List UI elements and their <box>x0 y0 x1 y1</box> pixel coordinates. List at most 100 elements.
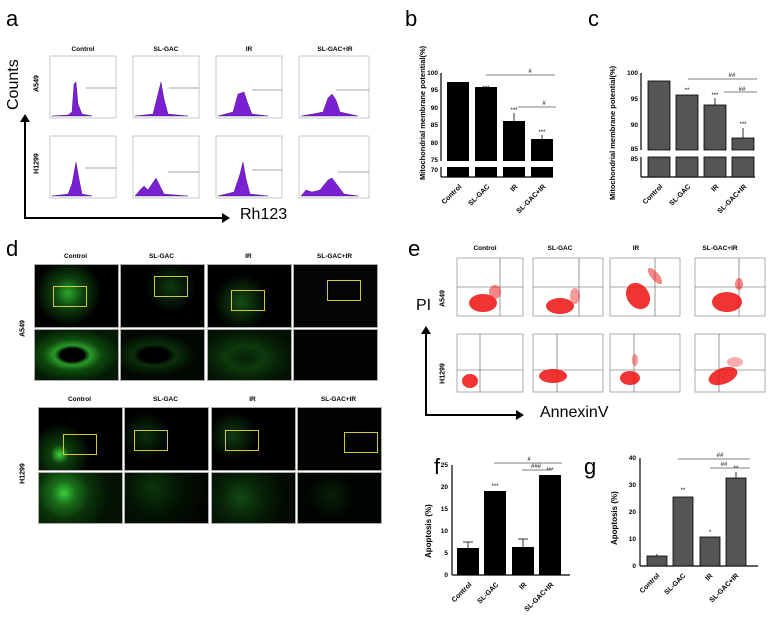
d-title-ir-h1299: IR <box>249 396 256 403</box>
zoom-box <box>231 290 265 311</box>
svg-text:#: # <box>542 101 546 107</box>
svg-text:***: *** <box>739 122 747 128</box>
counts-arrow-icon <box>20 114 30 122</box>
f-xtick-slgac: SL-GAC <box>476 581 500 605</box>
col-title-control: Control <box>71 46 95 53</box>
svg-text:***: *** <box>711 93 719 99</box>
micrograph-h1299-control-zoom <box>38 472 123 524</box>
svg-text:**: ** <box>685 88 690 94</box>
zoom-box <box>344 432 378 453</box>
svg-text:#: # <box>528 69 532 75</box>
svg-text:100: 100 <box>427 70 438 77</box>
svg-text:###: ### <box>531 464 542 470</box>
micrograph-a549-control-zoom <box>34 329 119 381</box>
svg-text:0: 0 <box>444 572 448 579</box>
g-xtick-ir: IR <box>705 572 715 582</box>
e-title-control: Control <box>473 245 497 252</box>
micrograph-h1299-slgac-zoom <box>124 472 209 524</box>
g-xtick-control: Control <box>639 572 662 595</box>
svg-text:##: ## <box>739 87 746 93</box>
micrograph-h1299-slgacir <box>297 407 382 471</box>
svg-text:30: 30 <box>629 482 637 489</box>
d-row-h1299: H1299 <box>19 463 27 484</box>
panel-b-label: b <box>405 6 418 31</box>
panel-c-label: c <box>588 6 599 31</box>
svg-text:85: 85 <box>631 156 639 163</box>
zoom-box <box>225 430 259 451</box>
svg-text:80: 80 <box>431 140 439 147</box>
d-row-a549: A549 <box>19 320 27 337</box>
pi-label: PI <box>416 297 432 314</box>
svg-text:70: 70 <box>431 167 439 174</box>
rh123-arrow-icon <box>222 213 230 223</box>
svg-text:100: 100 <box>627 70 638 77</box>
pi-axis-line <box>425 332 427 414</box>
svg-text:**: ** <box>681 488 686 494</box>
pi-arrow-icon <box>421 326 431 334</box>
svg-text:##: ## <box>721 462 728 468</box>
panel-a-label: a <box>6 6 19 31</box>
svg-text:15: 15 <box>441 506 449 513</box>
d-title-slgac-h1299: SL-GAC <box>153 396 178 403</box>
panel-e-label: e <box>408 236 421 261</box>
e-title-slgac-ir: SL-GAC+IR <box>702 245 738 252</box>
d-title-slgac-ir-h1299: SL-GAC+IR <box>320 396 357 403</box>
micrograph-a549-slgacir-zoom <box>293 329 378 381</box>
micrograph-h1299-slgacir-zoom <box>297 472 382 524</box>
f-xtick-control: Control <box>451 581 474 604</box>
annexin-axis-line <box>425 414 517 416</box>
row-label-a549: A549 <box>33 75 41 92</box>
chart-c-ylabel: Mitochondrial membrane potential(%) <box>608 65 617 200</box>
c-xtick-slgac: SL-GAC <box>668 183 692 207</box>
d-title-slgac-ir-a549: SL-GAC+IR <box>316 253 353 260</box>
col-title-ir: IR <box>245 46 253 53</box>
panel-d-label: d <box>6 236 19 261</box>
row-label-h1299: H1299 <box>33 153 41 174</box>
svg-text:***: *** <box>538 130 546 136</box>
b-xtick-control: Control <box>441 183 464 206</box>
counts-axis-line <box>24 120 26 218</box>
rh123-histograms <box>49 55 370 199</box>
panel-g-label: g <box>584 454 597 479</box>
col-title-slgac-ir: SL-GAC+IR <box>317 46 353 53</box>
rh123-label: Rh123 <box>240 206 288 223</box>
annexin-arrow-icon <box>516 410 524 420</box>
svg-text:95: 95 <box>631 96 639 103</box>
svg-text:25: 25 <box>441 462 449 469</box>
svg-text:10: 10 <box>629 536 637 543</box>
d-title-control-h1299: Control <box>67 396 92 403</box>
micrograph-a549-ir <box>207 264 292 328</box>
e-title-slgac: SL-GAC <box>547 245 573 252</box>
svg-text:0: 0 <box>632 563 636 570</box>
micrograph-a549-control <box>34 264 119 328</box>
svg-text:##: ## <box>717 453 724 459</box>
svg-text:20: 20 <box>441 484 449 491</box>
chart-b: 100 95 90 85 80 75 70 *** *** *** # # Control SL… <box>427 69 556 215</box>
annexin-label: AnnexinV <box>540 404 609 421</box>
svg-text:90: 90 <box>631 122 639 129</box>
c-xtick-slgac-ir: SL-GAC+IR <box>717 183 749 215</box>
micrograph-h1299-slgac <box>124 407 209 471</box>
zoom-box <box>154 276 188 297</box>
e-row-h1299: H1299 <box>439 363 447 384</box>
b-xtick-slgac-ir: SL-GAC+IR <box>516 183 548 215</box>
d-title-control-a549: Control <box>63 253 88 260</box>
svg-text:**: ** <box>734 466 739 472</box>
svg-text:***: *** <box>510 108 518 114</box>
svg-text:20: 20 <box>629 509 637 516</box>
micrograph-a549-slgacir <box>293 264 378 328</box>
g-xtick-slgac: SL-GAC <box>663 572 687 596</box>
zoom-box <box>327 280 361 301</box>
e-title-ir: IR <box>632 245 640 252</box>
counts-label: Counts <box>5 59 22 110</box>
svg-text:##: ## <box>729 73 736 79</box>
col-title-slgac: SL-GAC <box>153 46 179 53</box>
d-title-slgac-a549: SL-GAC <box>149 253 174 260</box>
zoom-box <box>134 430 168 451</box>
svg-text:85: 85 <box>431 122 439 129</box>
micrograph-a549-ir-zoom <box>207 329 292 381</box>
svg-text:***: *** <box>546 468 554 474</box>
micrograph-h1299-control <box>38 407 123 471</box>
svg-text:*: * <box>709 530 712 536</box>
